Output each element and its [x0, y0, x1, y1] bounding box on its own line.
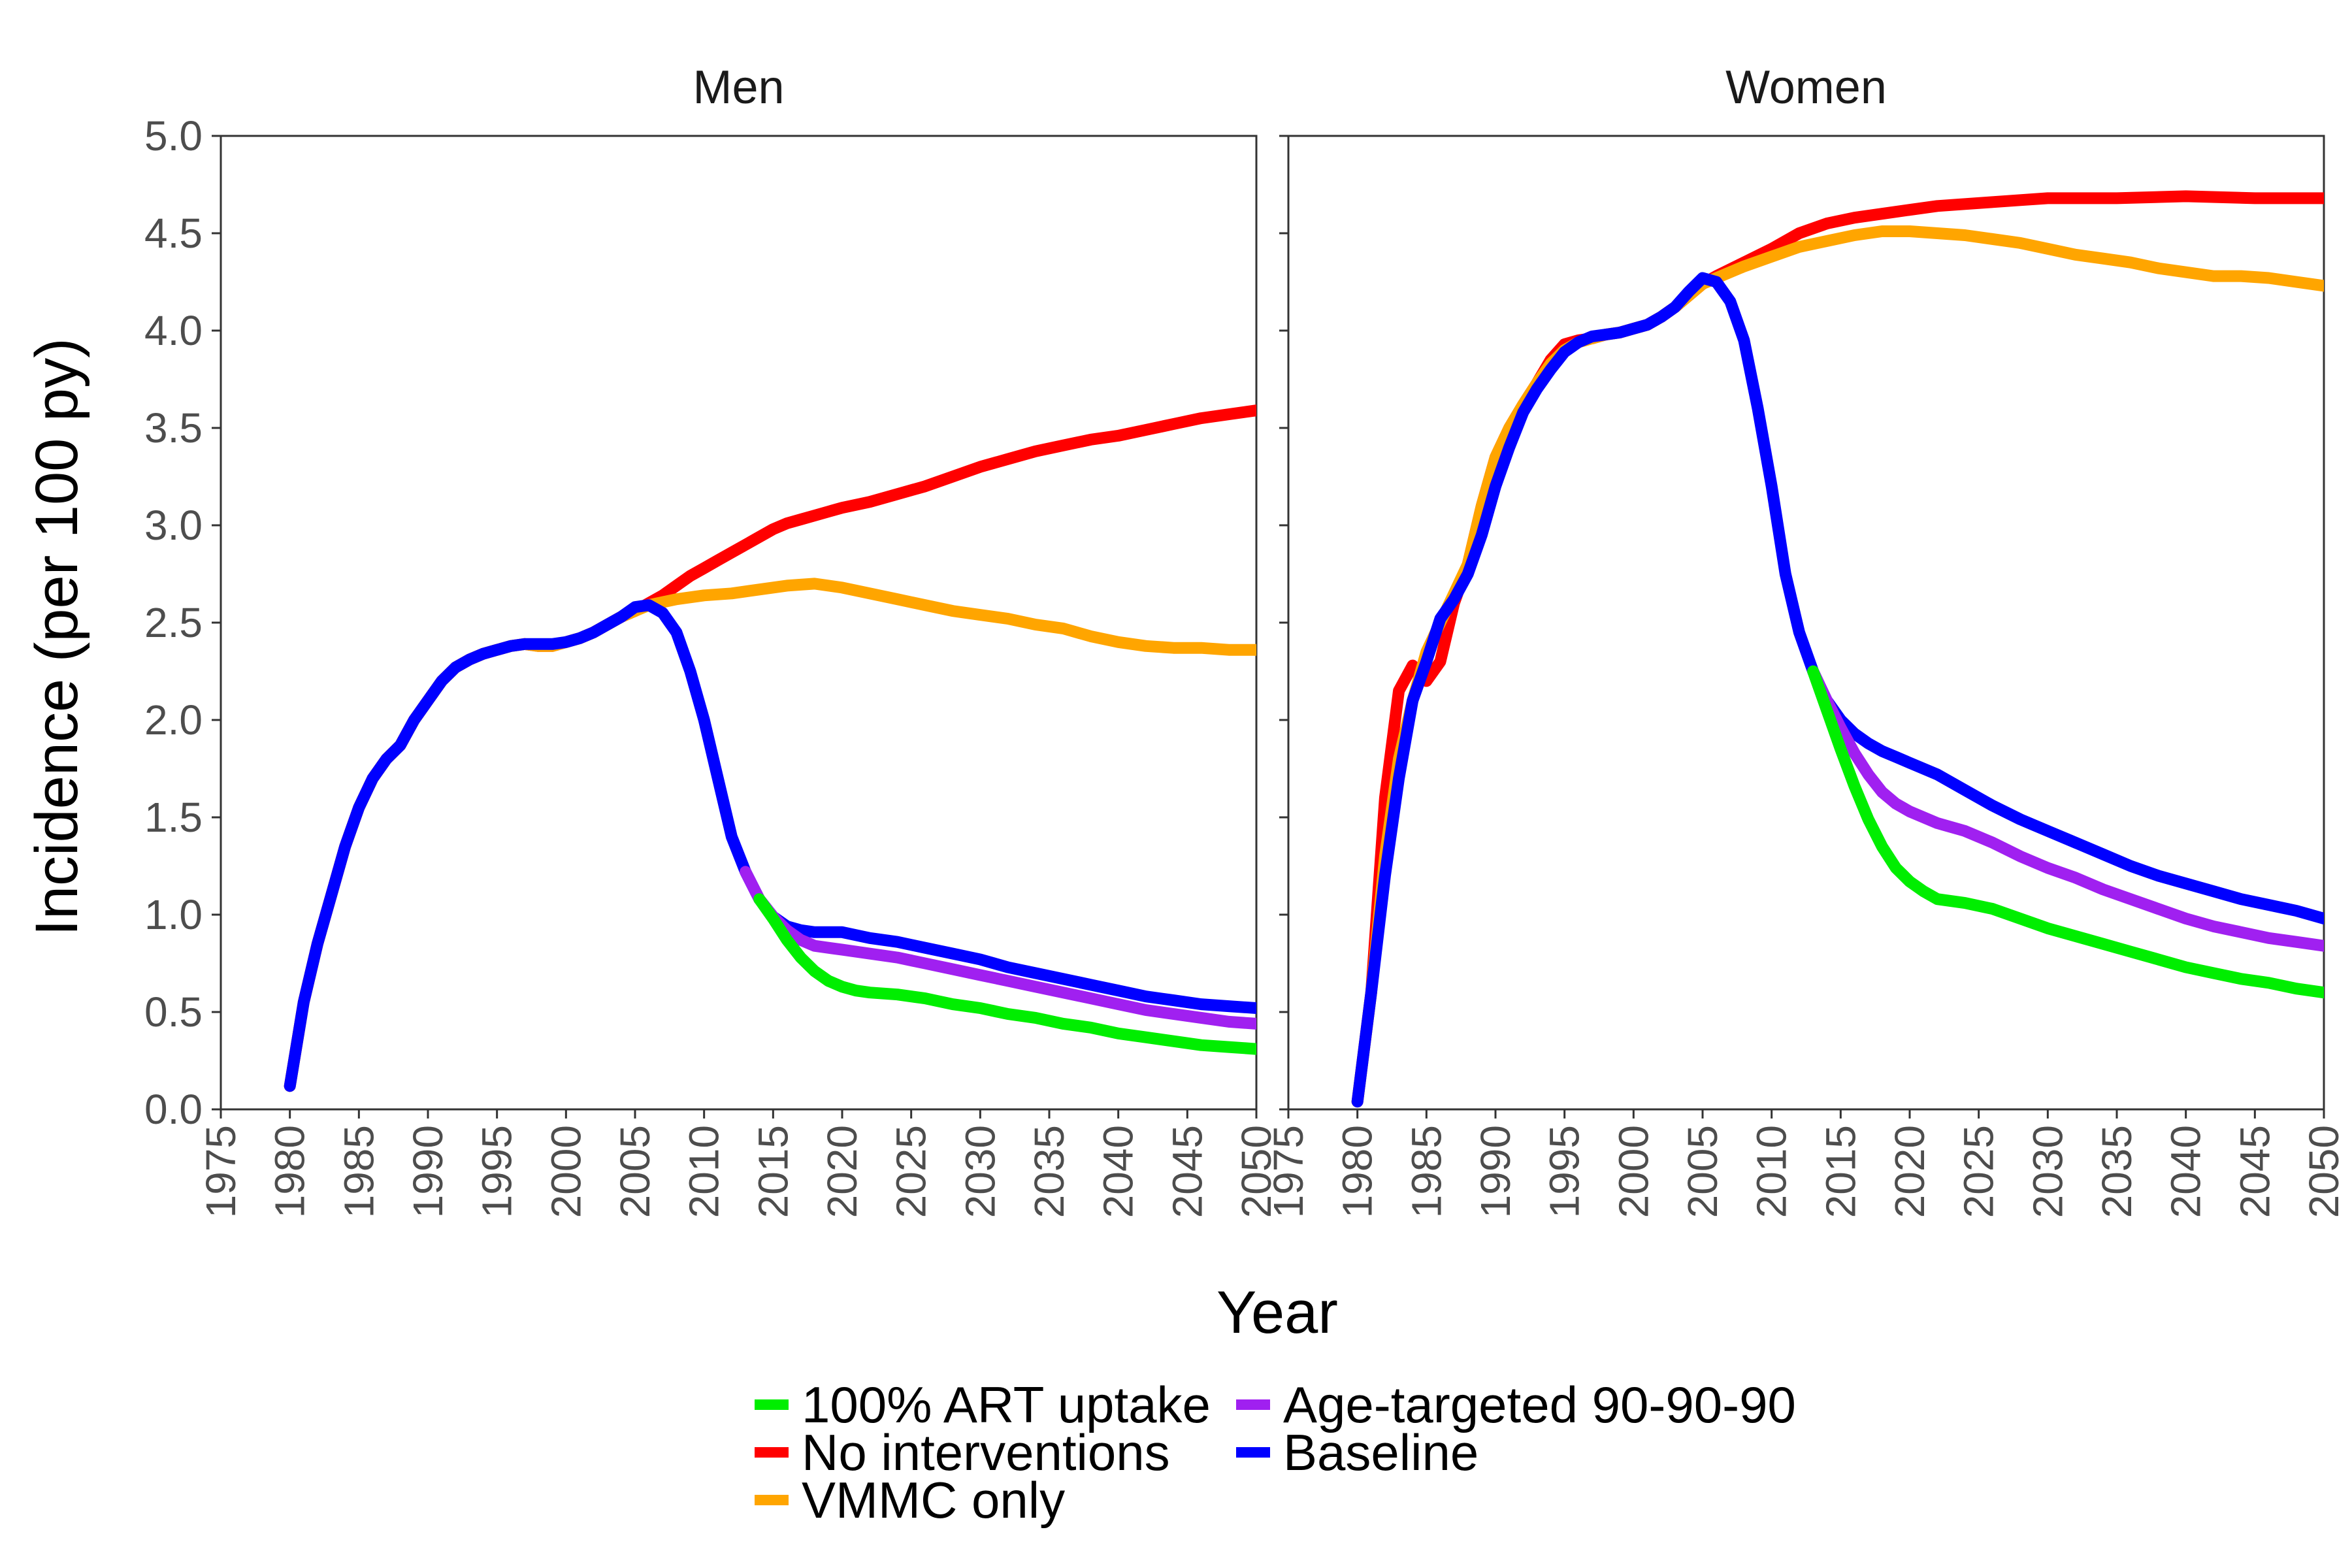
x-tick-label: 1980 [1334, 1125, 1381, 1218]
x-tick-label: 1990 [404, 1125, 451, 1218]
x-tick-label: 2005 [1679, 1125, 1726, 1218]
y-axis-title: Incidence (per 100 py) [24, 338, 90, 936]
x-tick-label: 2035 [2093, 1125, 2140, 1218]
y-tick-label: 5.0 [144, 112, 203, 159]
panel-title-women: Women [1725, 61, 1887, 114]
x-tick-label: 2025 [1955, 1125, 2002, 1218]
series-line-women-100-art-uptake [1807, 665, 2324, 999]
series-line-men-100-art-uptake [753, 893, 1256, 1055]
legend-label: 100% ART uptake [802, 1376, 1211, 1433]
legend-item-no-interventions: No interventions [755, 1424, 1170, 1481]
legend-item-baseline: Baseline [1236, 1424, 1478, 1481]
x-tick-label: 1995 [1541, 1125, 1588, 1218]
y-tick-label: 3.5 [144, 404, 203, 451]
x-tick-label: 2030 [956, 1125, 1004, 1218]
y-tick-label: 1.5 [144, 794, 203, 841]
x-tick-label: 2030 [2024, 1125, 2071, 1218]
y-tick-label: 0.0 [144, 1086, 203, 1133]
x-tick-label: 2050 [1233, 1125, 1280, 1218]
x-tick-label: 2040 [1095, 1125, 1142, 1218]
x-axis-title: Year [1217, 1279, 1338, 1346]
panel-men: Men 0.0 0.5 1.0 1.5 2.0 2.5 3.0 3.5 4.0 4.5 5.0 1975… [144, 61, 1280, 1218]
y-tick-label: 4.5 [144, 210, 203, 257]
y-tick-label: 2.5 [144, 599, 203, 646]
x-tick-label: 1995 [474, 1125, 521, 1218]
x-tick-label: 1990 [1472, 1125, 1519, 1218]
x-tick-label: 2045 [1164, 1125, 1211, 1218]
y-tick-label: 0.5 [144, 988, 203, 1036]
series-line-men-age-targeted-90-90-90 [740, 866, 1256, 1030]
x-tick-label: 2045 [2231, 1125, 2278, 1218]
y-tick-label: 3.0 [144, 502, 203, 549]
panels: Men 0.0 0.5 1.0 1.5 2.0 2.5 3.0 3.5 4.0 4.5 5.0 1975… [144, 61, 2347, 1218]
x-tick-label: 2005 [612, 1125, 659, 1218]
series-line-men-baseline [284, 599, 1256, 1092]
y-tick-label: 2.0 [144, 696, 203, 743]
legend-item-100-art-uptake: 100% ART uptake [755, 1376, 1211, 1433]
x-tick-label: 1975 [197, 1125, 244, 1218]
x-tick-label: 1975 [1265, 1125, 1312, 1218]
y-tick-label: 1.0 [144, 891, 203, 938]
x-tick-label: 2010 [1748, 1125, 1795, 1218]
x-tick-label: 2020 [819, 1125, 866, 1218]
panel-women: Women 1975 1980 1985 1990 1995 2000 2005 2010 201… [1265, 61, 2347, 1218]
legend-label: Age-targeted 90-90-90 [1283, 1376, 1796, 1433]
x-tick-label: 1980 [267, 1125, 314, 1218]
x-tick-label: 2035 [1026, 1125, 1073, 1218]
legend-label: No interventions [802, 1424, 1170, 1481]
x-tick-label: 1985 [335, 1125, 382, 1218]
panel-frame-men [220, 135, 1258, 1111]
series-line-men-vmmc-only [284, 578, 1256, 1092]
x-tick-label: 2010 [681, 1125, 728, 1218]
series-line-women-baseline [1351, 272, 2324, 1108]
x-tick-label: 2025 [888, 1125, 935, 1218]
series-group-men [284, 404, 1256, 1092]
legend-label: Baseline [1283, 1424, 1478, 1481]
x-tick-label: 2000 [1610, 1125, 1657, 1218]
series-line-women-age-targeted-90-90-90 [1807, 665, 2324, 952]
x-tick-label: 2015 [1817, 1125, 1864, 1218]
x-tick-label: 2015 [749, 1125, 796, 1218]
legend-label: VMMC only [802, 1471, 1065, 1529]
x-tick-label: 2040 [2163, 1125, 2210, 1218]
series-group-women [1351, 190, 2324, 1108]
x-tick-label: 1985 [1403, 1125, 1450, 1218]
panel-title-men: Men [693, 61, 784, 114]
x-tick-label: 2050 [2300, 1125, 2347, 1218]
x-tick-label: 2000 [542, 1125, 589, 1218]
y-tick-label: 4.0 [144, 307, 203, 354]
x-tick-label: 2020 [1886, 1125, 1933, 1218]
legend-item-vmmc-only: VMMC only [755, 1471, 1065, 1529]
legend-item-age-targeted-90-90-90: Age-targeted 90-90-90 [1236, 1376, 1796, 1433]
